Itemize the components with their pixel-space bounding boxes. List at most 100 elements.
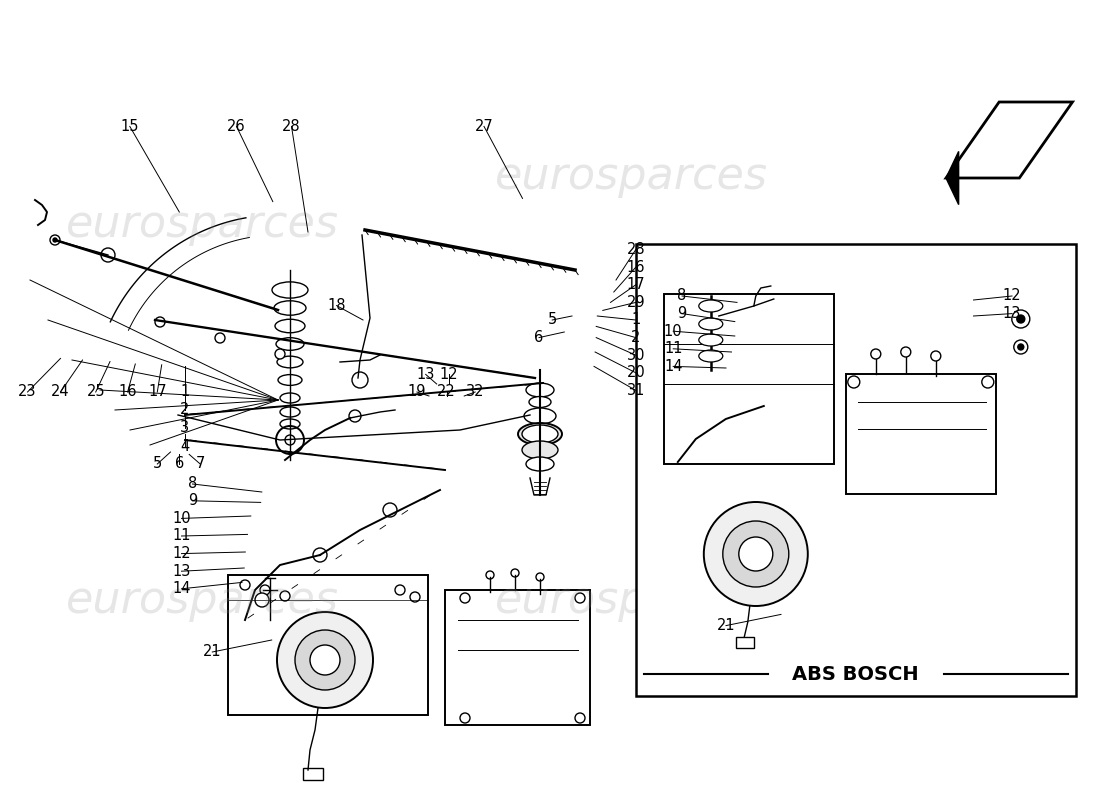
Text: 8: 8 <box>678 289 686 303</box>
Text: 15: 15 <box>121 119 139 134</box>
Text: 9: 9 <box>678 306 686 321</box>
Circle shape <box>1014 340 1027 354</box>
Text: 12: 12 <box>1003 289 1021 303</box>
Bar <box>446 590 590 725</box>
Ellipse shape <box>280 407 300 417</box>
Circle shape <box>214 333 225 343</box>
Text: eurosparces: eurosparces <box>66 578 339 622</box>
Text: eurosparces: eurosparces <box>495 578 768 622</box>
Circle shape <box>53 238 57 242</box>
Text: 29: 29 <box>627 295 645 310</box>
Text: 3: 3 <box>180 421 189 435</box>
Bar <box>636 244 1076 696</box>
Ellipse shape <box>522 441 558 459</box>
Ellipse shape <box>275 319 305 333</box>
Circle shape <box>460 713 470 723</box>
Ellipse shape <box>518 423 562 445</box>
Polygon shape <box>946 102 1072 178</box>
Ellipse shape <box>278 374 303 386</box>
Text: 12: 12 <box>173 546 190 561</box>
Text: 2: 2 <box>180 402 189 417</box>
Text: eurosparces: eurosparces <box>66 202 339 246</box>
Circle shape <box>931 351 940 361</box>
Ellipse shape <box>272 282 308 298</box>
Text: 6: 6 <box>535 330 543 345</box>
Circle shape <box>723 521 789 587</box>
Ellipse shape <box>277 356 302 368</box>
Ellipse shape <box>526 383 554 397</box>
Circle shape <box>383 503 397 517</box>
Text: 4: 4 <box>180 439 189 454</box>
Text: 22: 22 <box>437 385 456 399</box>
Text: 12: 12 <box>440 367 458 382</box>
Circle shape <box>349 410 361 422</box>
Text: 2: 2 <box>631 330 640 345</box>
Circle shape <box>101 248 116 262</box>
Bar <box>228 575 428 715</box>
Circle shape <box>240 580 250 590</box>
Circle shape <box>704 502 807 606</box>
Circle shape <box>255 593 270 607</box>
Ellipse shape <box>698 350 723 362</box>
Circle shape <box>739 537 773 571</box>
Text: 14: 14 <box>173 582 190 596</box>
Text: 25: 25 <box>87 385 104 399</box>
Ellipse shape <box>280 393 300 403</box>
Ellipse shape <box>526 457 554 471</box>
Circle shape <box>295 630 355 690</box>
Text: 26: 26 <box>228 119 245 134</box>
Text: 28: 28 <box>627 242 645 257</box>
Text: 14: 14 <box>664 359 682 374</box>
Circle shape <box>285 435 295 445</box>
Text: 8: 8 <box>188 477 197 491</box>
Text: 16: 16 <box>119 385 136 399</box>
Circle shape <box>352 372 368 388</box>
Text: 11: 11 <box>173 529 190 543</box>
Ellipse shape <box>276 338 304 350</box>
Ellipse shape <box>698 334 723 346</box>
Circle shape <box>155 317 165 327</box>
Circle shape <box>982 376 993 388</box>
Text: 10: 10 <box>173 511 190 526</box>
Circle shape <box>310 645 340 675</box>
Text: 5: 5 <box>548 313 557 327</box>
Ellipse shape <box>522 425 558 443</box>
Circle shape <box>277 612 373 708</box>
Ellipse shape <box>524 408 556 424</box>
Text: 1: 1 <box>180 385 189 399</box>
Bar <box>302 768 323 780</box>
Text: 13: 13 <box>173 564 190 578</box>
Circle shape <box>536 573 544 581</box>
Text: 7: 7 <box>196 457 205 471</box>
Text: 13: 13 <box>417 367 434 382</box>
Text: 27: 27 <box>474 119 494 134</box>
Circle shape <box>260 585 270 595</box>
Text: eurosparces: eurosparces <box>495 154 768 198</box>
Circle shape <box>1018 344 1024 350</box>
Circle shape <box>50 235 60 245</box>
Text: 28: 28 <box>283 119 300 134</box>
Bar <box>663 294 834 464</box>
Ellipse shape <box>698 300 723 312</box>
Circle shape <box>486 571 494 579</box>
Text: 18: 18 <box>328 298 345 313</box>
Circle shape <box>1012 310 1030 328</box>
Ellipse shape <box>274 301 306 315</box>
Text: 24: 24 <box>52 385 69 399</box>
Text: 9: 9 <box>188 494 197 508</box>
Text: 23: 23 <box>19 385 36 399</box>
Circle shape <box>275 349 285 359</box>
Text: 21: 21 <box>717 618 735 633</box>
Circle shape <box>280 591 290 601</box>
Circle shape <box>575 713 585 723</box>
Text: 21: 21 <box>204 645 221 659</box>
Circle shape <box>460 593 470 603</box>
Text: 11: 11 <box>664 342 682 356</box>
Polygon shape <box>946 151 958 205</box>
Text: 32: 32 <box>466 385 484 399</box>
Circle shape <box>1016 315 1025 323</box>
Ellipse shape <box>280 419 300 429</box>
Circle shape <box>410 592 420 602</box>
Text: 6: 6 <box>175 457 184 471</box>
Text: 16: 16 <box>627 260 645 274</box>
